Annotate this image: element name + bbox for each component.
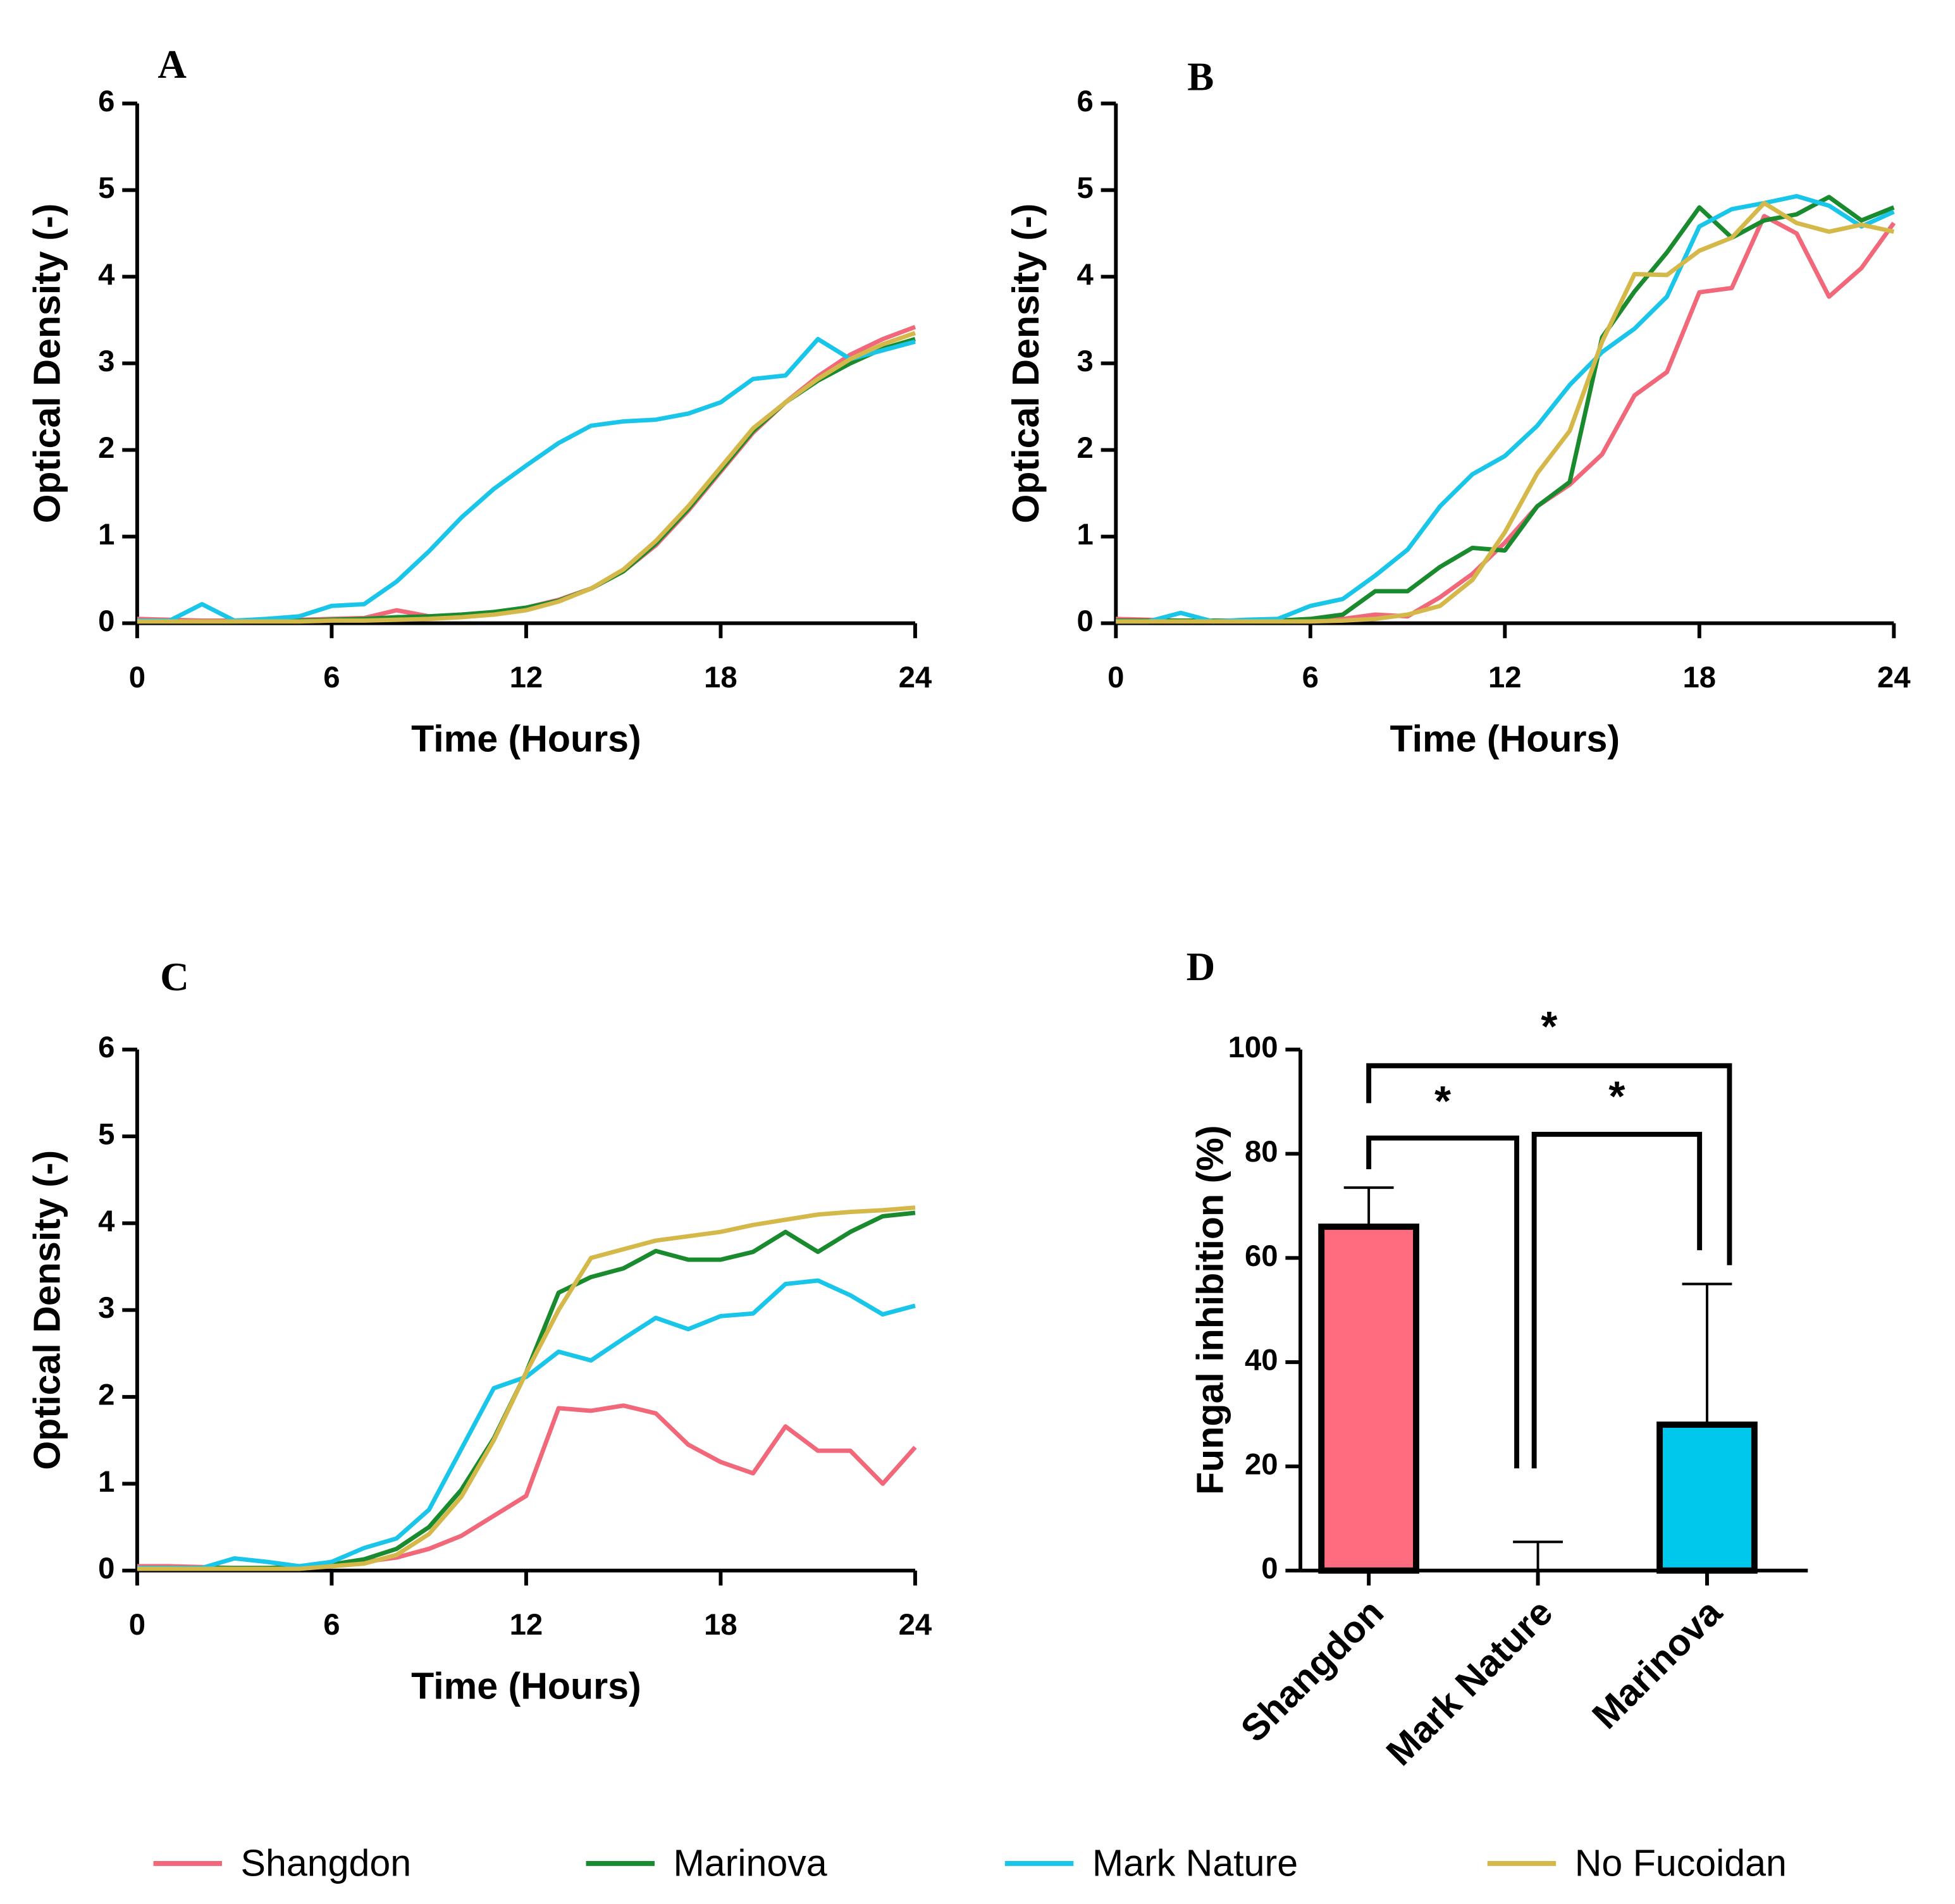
x-tick-label: 18 — [704, 661, 737, 694]
panel-label: C — [160, 955, 189, 999]
y-tick-label: 6 — [98, 1031, 114, 1064]
x-axis-label: Time (Hours) — [411, 1665, 641, 1707]
y-tick-label: 0 — [1261, 1552, 1278, 1585]
series-line — [137, 324, 916, 623]
x-tick-label: 12 — [510, 661, 543, 694]
y-tick-label: 40 — [1245, 1344, 1278, 1377]
x-tick-label: 6 — [323, 661, 340, 694]
x-tick-label: 24 — [1877, 661, 1911, 694]
x-tick-label: 6 — [323, 1608, 340, 1642]
y-tick-label: 5 — [98, 1118, 114, 1152]
significance-label: * — [1541, 1003, 1558, 1050]
significance-bracket — [1531, 1131, 1703, 1469]
significance-bracket — [1366, 1135, 1519, 1469]
y-tick-label: 0 — [98, 605, 114, 638]
x-axis-label: Time (Hours) — [411, 717, 641, 759]
y-tick-label: 4 — [98, 1205, 115, 1238]
y-tick-label: 3 — [1077, 345, 1094, 378]
significance-bracket — [1366, 1063, 1732, 1265]
y-tick-label: 5 — [98, 171, 114, 205]
y-tick-label: 2 — [98, 431, 114, 465]
y-tick-label: 6 — [98, 85, 114, 118]
y-tick-label: 3 — [98, 345, 114, 378]
x-axis-label: Time (Hours) — [1390, 717, 1620, 759]
y-tick-label: 20 — [1245, 1447, 1278, 1481]
series-line — [137, 1403, 917, 1571]
legend-label: Shangdon — [241, 1842, 412, 1884]
y-tick-label: 1 — [98, 518, 114, 551]
legend-label: Mark Nature — [1092, 1842, 1298, 1884]
y-tick-label: 0 — [1077, 605, 1094, 638]
y-axis-label: Fungal inhibition (%) — [1189, 1125, 1231, 1495]
y-tick-label: 4 — [1077, 258, 1094, 292]
panel-label: B — [1187, 55, 1214, 99]
series-line — [137, 336, 916, 623]
y-tick-label: 6 — [1077, 85, 1094, 118]
x-tick-label: Shangdon — [1232, 1591, 1391, 1750]
y-tick-label: 3 — [98, 1291, 114, 1325]
series-line — [1116, 200, 1895, 624]
x-tick-label: 12 — [510, 1608, 543, 1642]
legend-label: Marinova — [674, 1842, 827, 1884]
y-axis-label: Optical Density (-) — [1004, 204, 1047, 524]
panel-label: D — [1187, 945, 1216, 989]
series-line — [137, 1278, 916, 1571]
x-tick-label: 12 — [1488, 661, 1522, 694]
x-tick-label: 18 — [1683, 661, 1717, 694]
x-tick-label: 0 — [1107, 661, 1124, 694]
series-line — [137, 1210, 916, 1571]
y-tick-label: 5 — [1077, 171, 1094, 205]
y-axis-label: Optical Density (-) — [26, 204, 68, 524]
x-tick-label: 18 — [704, 1608, 737, 1642]
y-axis-label: Optical Density (-) — [26, 1150, 68, 1470]
x-tick-label: 24 — [899, 1608, 932, 1642]
y-tick-label: 1 — [98, 1465, 114, 1499]
x-tick-label: 0 — [129, 1608, 145, 1642]
bar — [1656, 1422, 1758, 1574]
significance-label: * — [1608, 1072, 1625, 1120]
x-tick-label: Mark Nature — [1378, 1591, 1561, 1774]
panel-label: A — [157, 42, 187, 87]
significance-label: * — [1434, 1078, 1452, 1125]
x-tick-label: Marinova — [1584, 1590, 1730, 1737]
x-tick-label: 0 — [129, 661, 145, 694]
series-line — [1116, 193, 1895, 624]
bar — [1318, 1223, 1419, 1574]
y-tick-label: 1 — [1077, 518, 1094, 551]
x-tick-label: 6 — [1302, 661, 1319, 694]
y-tick-label: 0 — [98, 1552, 114, 1585]
series-line — [1116, 214, 1896, 623]
y-tick-label: 60 — [1245, 1239, 1278, 1273]
y-tick-label: 80 — [1245, 1135, 1278, 1169]
y-tick-label: 4 — [98, 258, 115, 292]
y-tick-label: 2 — [1077, 431, 1094, 465]
y-tick-label: 2 — [98, 1379, 114, 1412]
series-line — [137, 336, 916, 624]
series-line — [1116, 195, 1895, 623]
series-line — [137, 1205, 916, 1571]
y-tick-label: 100 — [1228, 1031, 1278, 1064]
legend-label: No Fucoidan — [1575, 1842, 1787, 1884]
series-line — [137, 331, 916, 624]
x-tick-label: 24 — [899, 661, 932, 694]
